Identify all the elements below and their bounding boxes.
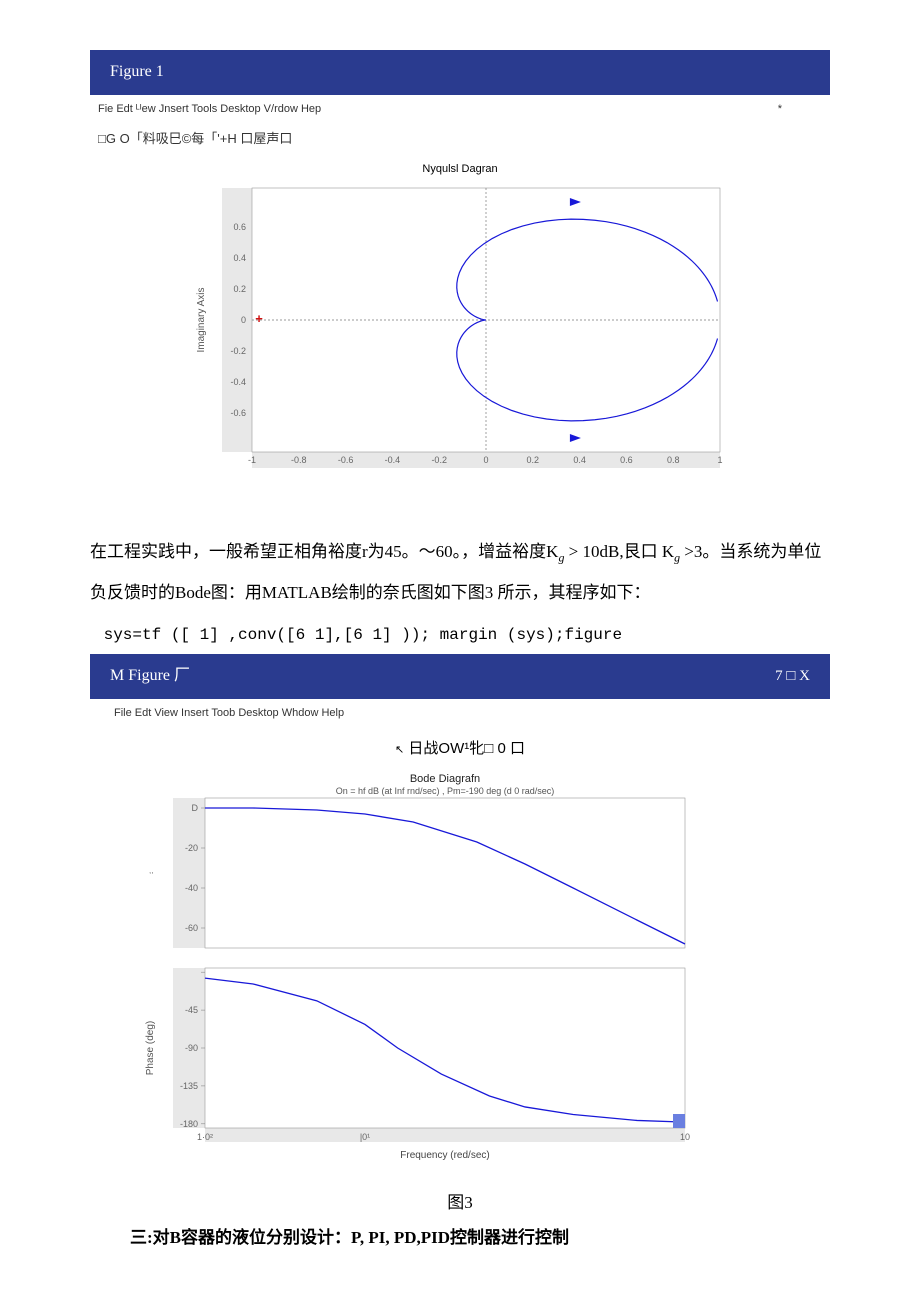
svg-text:On = hf dB (at Inf rnd/sec) ,: On = hf dB (at Inf rnd/sec) , Pm=-190 de… bbox=[336, 786, 555, 796]
svg-text:0.6: 0.6 bbox=[233, 222, 246, 232]
figure1-toolbar[interactable]: □G O「料吸巳©每「'+H 口屋声口 bbox=[90, 125, 830, 156]
bode-chart-area: Bode DiagrafnOn = hf dB (at Inf rnd/sec)… bbox=[90, 768, 830, 1179]
svg-text:0: 0 bbox=[483, 455, 488, 465]
svg-text:1: 1 bbox=[717, 455, 722, 465]
svg-text:0.4: 0.4 bbox=[233, 253, 246, 263]
para-span2: > 10dB,艮口 K bbox=[564, 542, 674, 561]
body-paragraph: 在工程实践中，一般希望正相角裕度r为45。〜60。，增益裕度Kg > 10dB,… bbox=[90, 532, 830, 614]
figure2-titlebar[interactable]: M Figure 厂 7 □ X bbox=[90, 654, 830, 699]
figure3-caption: 图3 bbox=[90, 1188, 830, 1219]
svg-text:-90: -90 bbox=[185, 1043, 198, 1053]
figure2-title-right[interactable]: 7 □ X bbox=[775, 663, 810, 690]
svg-text:,,: ,, bbox=[149, 866, 153, 875]
figure1-menu-right: * bbox=[778, 100, 822, 120]
figure2-title-left: M Figure 厂 bbox=[110, 662, 190, 691]
figure1-title: Figure 1 bbox=[110, 63, 164, 80]
figure1-toolbar-text: □G O「料吸巳©每「'+H 口屋声口 bbox=[98, 131, 292, 146]
figure2-window: M Figure 厂 7 □ X File Edt View Insert To… bbox=[90, 654, 830, 1178]
svg-text:-40: -40 bbox=[185, 883, 198, 893]
section3-heading: 三:对B容器的液位分别设计：P, PI, PD,PID控制器进行控制 bbox=[90, 1223, 830, 1254]
svg-text:0.4: 0.4 bbox=[573, 455, 586, 465]
figure2-toolbar-text: 日战OW¹牝□ 0 口 bbox=[408, 740, 525, 757]
svg-text:-0.6: -0.6 bbox=[230, 408, 246, 418]
svg-text:0.8: 0.8 bbox=[667, 455, 680, 465]
svg-text:-20: -20 bbox=[185, 843, 198, 853]
cursor-icon: ↖ bbox=[395, 744, 404, 756]
figure1-titlebar[interactable]: Figure 1 bbox=[90, 50, 830, 95]
svg-text:-135: -135 bbox=[180, 1081, 198, 1091]
svg-text:|0¹: |0¹ bbox=[360, 1132, 370, 1142]
svg-text:-45: -45 bbox=[185, 1005, 198, 1015]
bode-svg: Bode DiagrafnOn = hf dB (at Inf rnd/sec)… bbox=[90, 768, 710, 1168]
svg-text:-0.6: -0.6 bbox=[338, 455, 354, 465]
figure1-menu-text: Fie Edt ᴸᴵew Jnsert Tools Desktop V/rdow… bbox=[98, 103, 321, 115]
svg-text:10: 10 bbox=[680, 1132, 690, 1142]
nyquist-plot: Imaginary Axis -1 -0.8 -0.6 -0.4 -0.2 0 0.2 0.4 0… bbox=[90, 182, 830, 472]
figure2-menubar[interactable]: File Edt View Insert Toob Desktop Whdow … bbox=[90, 699, 830, 729]
svg-text:Phase (deg): Phase (deg) bbox=[145, 1021, 156, 1075]
figure2-toolbar[interactable]: ↖ 日战OW¹牝□ 0 口 bbox=[90, 729, 830, 768]
para-span1: 在工程实践中，一般希望正相角裕度r为45。〜60。，增益裕度K bbox=[90, 542, 558, 561]
svg-text:+: + bbox=[255, 311, 263, 326]
svg-text:Frequency (red/sec): Frequency (red/sec) bbox=[400, 1150, 489, 1161]
figure1-menubar[interactable]: Fie Edt ᴸᴵew Jnsert Tools Desktop V/rdow… bbox=[90, 95, 830, 125]
svg-text:Bode Diagrafn: Bode Diagrafn bbox=[410, 773, 480, 785]
svg-text:Imaginary Axis: Imaginary Axis bbox=[196, 287, 207, 352]
svg-text:-0.2: -0.2 bbox=[230, 346, 246, 356]
nyquist-title: Nyqulsl Dagran bbox=[90, 156, 830, 182]
figure1-window: Figure 1 Fie Edt ᴸᴵew Jnsert Tools Deskt… bbox=[90, 50, 830, 472]
svg-text:1·0²: 1·0² bbox=[197, 1132, 213, 1142]
svg-text:-180: -180 bbox=[180, 1119, 198, 1129]
svg-text:-0.4: -0.4 bbox=[230, 377, 246, 387]
svg-text:-0.4: -0.4 bbox=[385, 455, 401, 465]
svg-text:0.2: 0.2 bbox=[527, 455, 540, 465]
nyquist-svg: Imaginary Axis -1 -0.8 -0.6 -0.4 -0.2 0 0.2 0.4 0… bbox=[190, 182, 730, 472]
svg-text:0.6: 0.6 bbox=[620, 455, 633, 465]
matlab-code: sys=tf ([ 1] ,conv([6 1],[6 1] )); margi… bbox=[90, 619, 830, 654]
svg-text:0: 0 bbox=[241, 315, 246, 325]
svg-text:D: D bbox=[192, 803, 199, 813]
svg-text:-1: -1 bbox=[248, 455, 256, 465]
svg-text:-0.2: -0.2 bbox=[431, 455, 447, 465]
nyquist-chart-area: Nyqulsl Dagran Imaginary Axis -1 -0.8 -0.6 -… bbox=[90, 156, 830, 472]
svg-text:0.2: 0.2 bbox=[233, 284, 246, 294]
figure2-menu-text: File Edt View Insert Toob Desktop Whdow … bbox=[114, 707, 344, 719]
svg-text:-0.8: -0.8 bbox=[291, 455, 307, 465]
svg-text:-60: -60 bbox=[185, 923, 198, 933]
